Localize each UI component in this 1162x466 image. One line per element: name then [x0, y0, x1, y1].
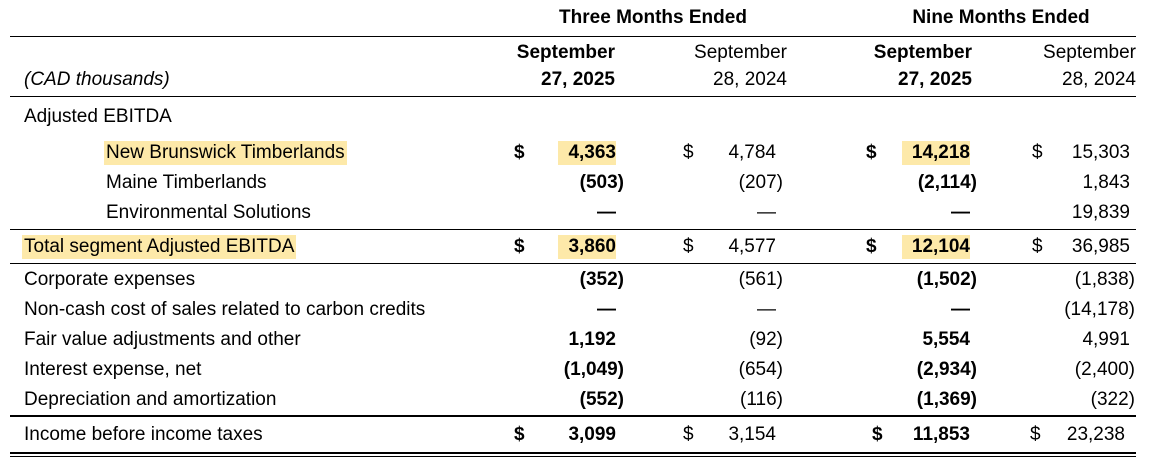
cell-col3: (1,502): [916, 269, 977, 290]
row-label: Total segment Adjusted EBITDA: [22, 235, 297, 259]
col1-header-line2: 27, 2025: [541, 69, 615, 90]
row-label: Depreciation and amortization: [24, 389, 277, 410]
underline-three-months: [510, 36, 796, 37]
dollar-sign: $: [1032, 236, 1043, 257]
cell-col4: 4,991: [1082, 329, 1130, 350]
col4-header-line1: September: [1043, 42, 1136, 63]
dollar-sign: $: [1030, 424, 1041, 445]
cell-col4: (2,400): [1074, 359, 1135, 380]
section-adjusted-ebitda: Adjusted EBITDA: [24, 106, 172, 127]
row-label: Non-cash cost of sales related to carbon…: [24, 299, 426, 320]
dollar-sign: $: [683, 142, 694, 163]
underline-nine-months: [866, 36, 1136, 37]
dollar-sign: $: [514, 424, 525, 445]
cell-col3: —: [951, 202, 970, 223]
units-label: (CAD thousands): [24, 69, 170, 90]
rule-bottom-2: [10, 456, 1136, 457]
col4-header-line2: 28, 2024: [1062, 69, 1136, 90]
col3-header-line1: September: [873, 42, 972, 63]
cell-col3: (2,114): [917, 172, 977, 193]
dollar-sign: $: [866, 142, 877, 163]
row-label: Interest expense, net: [24, 359, 202, 380]
cell-col2: —: [757, 299, 776, 320]
header-rule-left: [10, 36, 510, 37]
rule-bottom-1: [10, 452, 1136, 454]
row-label: Corporate expenses: [24, 269, 196, 290]
header-nine-months: Nine Months Ended: [912, 7, 1090, 28]
row-label: Income before income taxes: [24, 424, 263, 445]
row-label: Maine Timberlands: [106, 172, 267, 193]
header-bottom-rule: [10, 96, 1136, 97]
dollar-sign: $: [683, 236, 694, 257]
cell-col1: 4,363: [558, 141, 616, 165]
cell-col3: 5,554: [922, 329, 970, 350]
cell-col1: 3,099: [568, 424, 616, 445]
rule-above-income: [10, 415, 1136, 417]
cell-col4: 19,839: [1071, 202, 1130, 223]
cell-col3: (1,369): [916, 389, 977, 410]
cell-col2: 3,154: [728, 424, 776, 445]
cell-col2: (654): [738, 359, 783, 380]
cell-col4: 15,303: [1071, 142, 1130, 163]
cell-col1: (552): [579, 389, 624, 410]
cell-col1: (1,049): [563, 359, 624, 380]
cell-col3: 12,104: [902, 235, 970, 259]
header-rule-mid: [796, 36, 866, 37]
cell-col2: —: [757, 202, 776, 223]
cell-col2: 4,784: [728, 142, 776, 163]
dollar-sign: $: [866, 236, 877, 257]
cell-col2: (561): [738, 269, 783, 290]
col2-header-line2: 28, 2024: [713, 69, 787, 90]
dollar-sign: $: [1032, 142, 1043, 163]
cell-col4: 1,843: [1082, 172, 1130, 193]
dollar-sign: $: [514, 236, 525, 257]
cell-col2: 4,577: [728, 236, 776, 257]
cell-col2: (116): [740, 389, 783, 410]
cell-col4: 23,238: [1066, 424, 1125, 445]
col1-header-line1: September: [516, 42, 615, 63]
rule-above-total: [10, 229, 1136, 230]
dollar-sign: $: [872, 424, 883, 445]
cell-col2: (207): [738, 172, 783, 193]
cell-col1: —: [597, 202, 616, 223]
row-label: Environmental Solutions: [106, 202, 311, 223]
cell-col4: (14,178): [1064, 299, 1135, 320]
cell-col4: 36,985: [1071, 236, 1130, 257]
dollar-sign: $: [683, 424, 694, 445]
rule-below-total: [10, 263, 1136, 264]
col2-header-line1: September: [694, 42, 787, 63]
cell-col2: (92): [749, 329, 783, 350]
cell-col1: (503): [579, 172, 624, 193]
row-label: Fair value adjustments and other: [24, 329, 301, 350]
cell-col3: (2,934): [916, 359, 977, 380]
cell-col3: —: [951, 299, 970, 320]
cell-col1: —: [597, 299, 616, 320]
cell-col4: (1,838): [1074, 269, 1135, 290]
cell-col1: 3,860: [558, 235, 616, 259]
row-label: New Brunswick Timberlands: [104, 141, 347, 165]
cell-col3: 14,218: [902, 141, 970, 165]
cell-col4: (322): [1090, 389, 1135, 410]
cell-col1: (352): [579, 269, 624, 290]
dollar-sign: $: [514, 142, 525, 163]
cell-col3: 11,853: [912, 424, 970, 445]
col3-header-line2: 27, 2025: [898, 69, 972, 90]
cell-col1: 1,192: [568, 329, 616, 350]
header-three-months: Three Months Ended: [559, 7, 747, 28]
